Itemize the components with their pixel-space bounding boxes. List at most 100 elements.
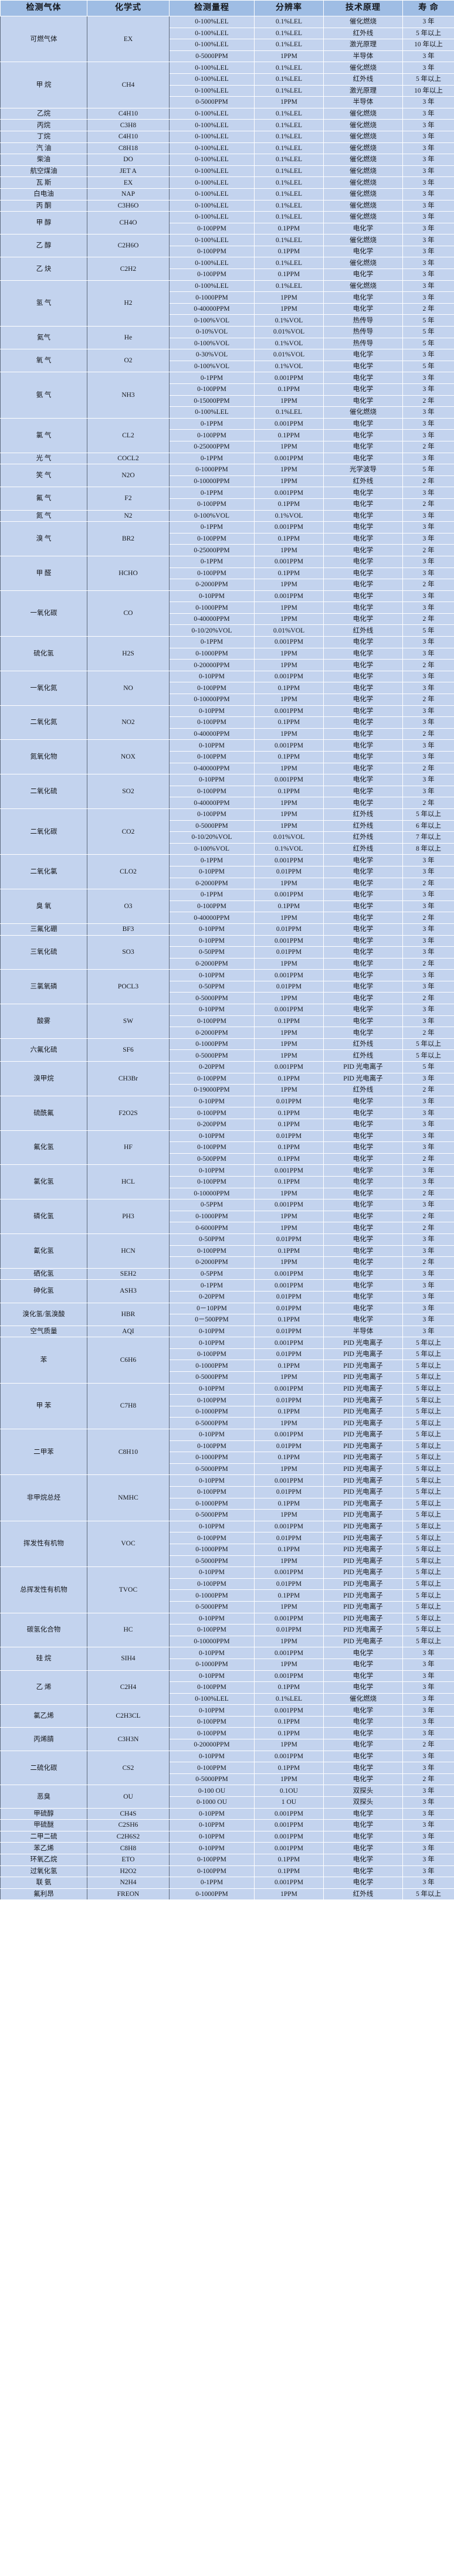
resolution-cell: 0.1PPM <box>254 1543 324 1556</box>
resolution-cell: 0.001PPM <box>254 670 324 683</box>
resolution-cell: 0.1PPM <box>254 222 324 235</box>
technology-cell: 电化学 <box>323 980 403 993</box>
gas-name-cell: 磷化氢 <box>0 1199 87 1234</box>
technology-cell: 电化学 <box>323 291 403 304</box>
lifetime-cell: 2 年 <box>402 395 454 407</box>
technology-cell: 红外线 <box>323 831 403 844</box>
table-row: 乙 醇 C2H6O 0-100%LEL 0.1%LEL 催化燃烧 3 年 <box>0 234 454 258</box>
chemical-formula-cell: C2H4 <box>87 1670 170 1705</box>
table-row: 0-10PPM 0.01PPM 电化学 3 年 <box>1 865 454 878</box>
table-row: 氯 气 CL2 0-1PPM 0.001PPM 电化学 3 年 <box>0 417 454 453</box>
technology-cell: 电化学 <box>323 1130 403 1143</box>
resolution-cell: 0.1%LEL <box>254 107 324 120</box>
resolution-cell: 1PPM <box>254 579 324 591</box>
table-row: 二甲二硫 C2H6S2 0-10PPM 0.001PPM 电化学 3 年 <box>0 1830 454 1843</box>
table-row: 碳氢化合物 HC 0-10PPM 0.001PPM PID 光电离子 5 年以上 <box>0 1612 454 1648</box>
gas-name-cell: 甲 醇 <box>0 211 87 235</box>
chemical-formula-cell: H2 <box>87 280 170 327</box>
gas-name-cell: 光 气 <box>0 452 87 465</box>
resolution-cell: 0.1PPM <box>254 1497 324 1510</box>
lifetime-cell: 3 年 <box>402 1004 454 1016</box>
gas-name-cell: 甲硫醇 <box>0 1807 87 1820</box>
technology-cell: PID 光电离子 <box>323 1348 403 1361</box>
range-cell: 0-100PPM <box>169 1865 255 1878</box>
chemical-formula-cell: ETO <box>87 1854 170 1866</box>
table-row: 0-100PPM 0.1PPM 电化学 3 年 <box>1 751 454 763</box>
technology-cell: 催化燃烧 <box>323 107 403 120</box>
table-row: 联 氨 N2H4 0-1PPM 0.001PPM 电化学 3 年 <box>0 1877 454 1889</box>
range-cell: 0-100%LEL <box>169 176 255 189</box>
technology-cell: 双探头 <box>323 1796 403 1809</box>
range-cell: 0-100PPM <box>169 532 255 545</box>
resolution-cell: 0.01%VOL <box>254 831 324 844</box>
resolution-cell: 0.001PPM <box>254 372 324 384</box>
range-cell: 0-25000PPM <box>169 440 255 453</box>
gas-name-cell: 氯 气 <box>0 417 87 453</box>
range-cell: 0-1000PPM <box>169 647 255 660</box>
lifetime-cell: 3 年 <box>402 751 454 763</box>
resolution-cell: 0.001PPM <box>254 1267 324 1280</box>
chemical-formula-cell: SIH4 <box>87 1647 170 1671</box>
gas-name-cell: 白电油 <box>0 188 87 200</box>
technology-cell: 电化学 <box>323 1222 403 1234</box>
table-row: 0-100PPM 0.01PPM PID 光电离子 5 年以上 <box>1 1624 454 1636</box>
technology-cell: PID 光电离子 <box>323 1429 403 1441</box>
lifetime-cell: 3 年 <box>402 1877 454 1889</box>
gas-name-cell: 瓦 斯 <box>0 176 87 189</box>
chemical-formula-cell: HBR <box>87 1302 170 1326</box>
resolution-cell: 1PPM <box>254 647 324 660</box>
range-cell: 0-10PPM <box>169 590 255 603</box>
table-row: 0-100%VOL 0.1%VOL 电化学 5 年 <box>1 360 454 373</box>
lifetime-cell: 3 年 <box>402 199 454 212</box>
technology-cell: 电化学 <box>323 360 403 373</box>
chemical-formula-cell: SF6 <box>87 1038 170 1062</box>
range-cell: 0-10PPM <box>169 1612 255 1625</box>
lifetime-cell: 5 年以上 <box>402 1038 454 1051</box>
resolution-cell: 0.001PPM <box>254 1877 324 1889</box>
chemical-formula-cell: VOC <box>87 1520 170 1568</box>
gas-name-cell: 二甲二硫 <box>0 1830 87 1843</box>
technology-cell: 电化学 <box>323 659 403 671</box>
lifetime-cell: 3 年 <box>402 854 454 866</box>
resolution-cell: 0.1PPM <box>254 716 324 729</box>
range-cell: 0-100%LEL <box>169 199 255 212</box>
chemical-formula-cell: HF <box>87 1130 170 1165</box>
technology-cell: 红外线 <box>323 842 403 855</box>
range-cell: 0-10PPM <box>169 1842 255 1854</box>
gas-name-cell: 六氟化硫 <box>0 1038 87 1062</box>
technology-cell: 电化学 <box>323 509 403 522</box>
gas-name-cell: 溴 气 <box>0 521 87 556</box>
range-cell: 0-5000PPM <box>169 1555 255 1568</box>
gas-name-cell: 硫化氢 <box>0 636 87 671</box>
lifetime-cell: 3 年 <box>402 1854 454 1866</box>
technology-cell: PID 光电离子 <box>323 1382 403 1395</box>
chemical-formula-cell: C8H8 <box>87 1842 170 1854</box>
lifetime-cell: 3 年 <box>402 349 454 361</box>
resolution-cell: 0.1%LEL <box>254 84 324 97</box>
resolution-cell: 0.1PPM <box>254 1314 324 1326</box>
table-row: 0-1000 OU 1 OU 双探头 3 年 <box>1 1796 454 1809</box>
range-cell: 0-1PPM <box>169 889 255 901</box>
lifetime-cell: 5 年以上 <box>402 1440 454 1453</box>
range-cell: 0-19000PPM <box>169 1084 255 1096</box>
range-cell: 0-100 OU <box>169 1785 255 1797</box>
range-cell: 0-40000PPM <box>169 797 255 809</box>
gas-name-cell: 三氯氧磷 <box>0 969 87 1005</box>
resolution-cell: 0.001PPM <box>254 969 324 981</box>
range-cell: 0-20000PPM <box>169 1739 255 1751</box>
table-row: 0-2000PPM 1PPM 电化学 2 年 <box>1 877 454 890</box>
table-row: 0-100PPM 0.1PPM 电化学 3 年 <box>1 1107 454 1119</box>
table-row: 笑 气 N2O 0-1000PPM 1PPM 光学波导 5 年 <box>0 464 454 488</box>
technology-cell: 电化学 <box>323 440 403 453</box>
lifetime-cell: 2 年 <box>402 659 454 671</box>
technology-cell: 催化燃烧 <box>323 280 403 293</box>
technology-cell: 电化学 <box>323 1004 403 1016</box>
resolution-cell: 0.1%LEL <box>254 165 324 178</box>
resolution-cell: 1PPM <box>254 957 324 970</box>
lifetime-cell: 3 年 <box>402 900 454 913</box>
technology-cell: PID 光电离子 <box>323 1600 403 1613</box>
table-row: 二硫化碳 CS2 0-10PPM 0.001PPM 电化学 3 年 <box>0 1750 454 1786</box>
chemical-formula-cell: HCN <box>87 1233 170 1269</box>
lifetime-cell: 3 年 <box>402 1681 454 1694</box>
range-cell: 0-100PPM <box>169 1578 255 1591</box>
